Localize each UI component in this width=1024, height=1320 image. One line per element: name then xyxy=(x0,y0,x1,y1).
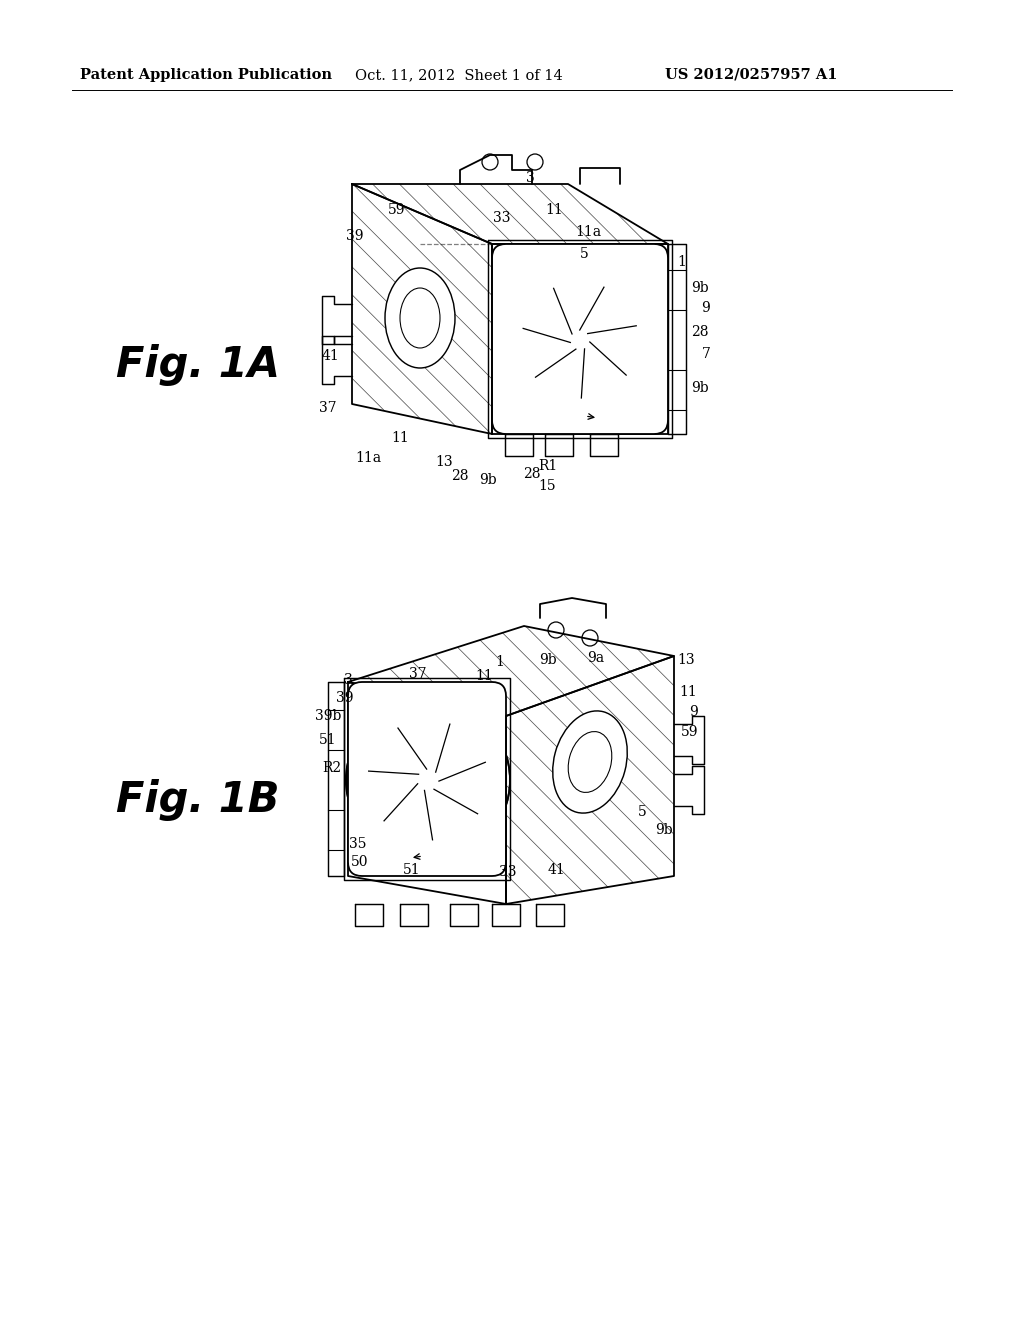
Text: 1: 1 xyxy=(678,255,686,269)
Ellipse shape xyxy=(553,711,628,813)
Text: 59: 59 xyxy=(388,203,406,216)
Text: 9b: 9b xyxy=(691,281,709,294)
Text: 28: 28 xyxy=(523,467,541,480)
Circle shape xyxy=(500,260,660,420)
Text: 39: 39 xyxy=(336,690,353,705)
Text: 41: 41 xyxy=(547,863,565,876)
Text: 35: 35 xyxy=(349,837,367,851)
Text: 28: 28 xyxy=(691,325,709,339)
Text: 5: 5 xyxy=(580,247,589,261)
Text: 51: 51 xyxy=(403,863,421,876)
Text: 13: 13 xyxy=(435,455,453,469)
Text: 15: 15 xyxy=(539,479,556,492)
Text: 41: 41 xyxy=(322,348,339,363)
Text: 39b: 39b xyxy=(314,709,341,723)
Text: Oct. 11, 2012  Sheet 1 of 14: Oct. 11, 2012 Sheet 1 of 14 xyxy=(355,69,563,82)
Text: Fig. 1A: Fig. 1A xyxy=(116,345,280,385)
Text: 11: 11 xyxy=(391,432,409,445)
Text: 37: 37 xyxy=(410,667,427,681)
FancyBboxPatch shape xyxy=(348,682,506,876)
Text: 33: 33 xyxy=(500,865,517,879)
Text: 51: 51 xyxy=(319,733,337,747)
Text: 9b: 9b xyxy=(479,473,497,487)
Text: 13: 13 xyxy=(677,653,695,667)
Text: 37: 37 xyxy=(319,401,337,414)
Text: 9a: 9a xyxy=(588,651,604,665)
Text: Fig. 1B: Fig. 1B xyxy=(117,779,280,821)
Text: 9: 9 xyxy=(701,301,711,315)
Text: 7: 7 xyxy=(701,347,711,360)
Circle shape xyxy=(346,698,510,862)
Text: 1: 1 xyxy=(496,655,505,669)
Text: 9b: 9b xyxy=(540,653,557,667)
Text: 11: 11 xyxy=(475,669,493,682)
Text: R1: R1 xyxy=(539,459,558,473)
Text: 28: 28 xyxy=(452,469,469,483)
Text: R2: R2 xyxy=(323,762,342,775)
Text: US 2012/0257957 A1: US 2012/0257957 A1 xyxy=(665,69,838,82)
Text: 5: 5 xyxy=(638,805,646,818)
Text: Patent Application Publication: Patent Application Publication xyxy=(80,69,332,82)
Text: 3: 3 xyxy=(525,172,535,185)
FancyBboxPatch shape xyxy=(492,244,668,434)
Text: 50: 50 xyxy=(351,855,369,869)
Text: 11a: 11a xyxy=(355,451,381,465)
Text: 33: 33 xyxy=(494,211,511,224)
Text: 3: 3 xyxy=(344,673,352,686)
Text: 9b: 9b xyxy=(691,381,709,395)
Text: 39: 39 xyxy=(346,228,364,243)
Text: 9b: 9b xyxy=(655,822,673,837)
Ellipse shape xyxy=(385,268,455,368)
Text: 9: 9 xyxy=(689,705,698,719)
Text: 59: 59 xyxy=(681,725,698,739)
Text: 11: 11 xyxy=(679,685,697,700)
Text: 11: 11 xyxy=(545,203,563,216)
Text: 11a: 11a xyxy=(574,224,601,239)
